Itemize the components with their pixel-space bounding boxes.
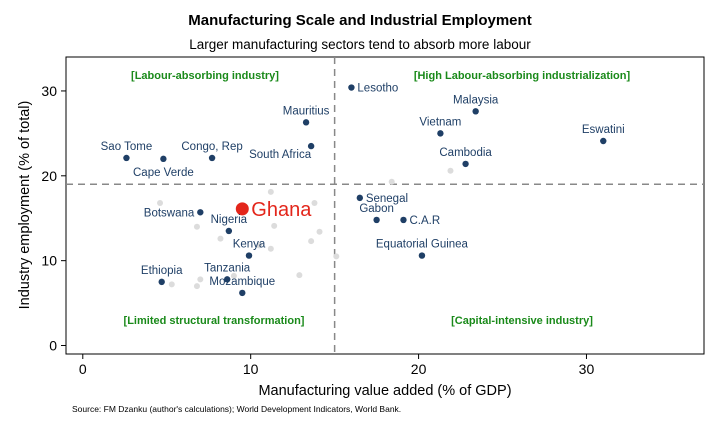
background-point	[316, 228, 323, 235]
country-point	[472, 108, 479, 115]
country-point	[348, 84, 355, 91]
background-point	[193, 223, 200, 230]
chart-subtitle: Larger manufacturing sectors tend to abs…	[189, 37, 531, 52]
country-label: Vietnam	[419, 116, 461, 128]
country-point	[239, 289, 246, 297]
country-point	[400, 216, 407, 224]
country-label: Botswana	[144, 207, 195, 219]
x-tick-label: 30	[579, 361, 595, 377]
plot-frame	[65, 56, 705, 355]
background-point	[267, 188, 274, 195]
background-point	[157, 199, 164, 206]
background-point	[197, 276, 204, 283]
y-tick-label: 20	[41, 168, 57, 184]
x-tick-label: 0	[79, 361, 87, 377]
country-label: Sao Tome	[101, 141, 153, 153]
background-point	[230, 272, 237, 279]
source-note: Source: FM Dzanku (author's calculations…	[72, 404, 402, 414]
y-tick-label: 0	[49, 338, 57, 354]
country-label: Equatorial Guinea	[376, 239, 469, 251]
country-point	[197, 209, 204, 216]
country-point	[373, 216, 380, 224]
country-label: Senegal	[366, 193, 408, 205]
background-point	[447, 167, 454, 174]
background-point	[308, 238, 315, 245]
country-point	[123, 154, 130, 162]
background-point	[311, 199, 318, 206]
country-label: Cape Verde	[133, 167, 194, 179]
x-axis-title: Manufacturing value added (% of GDP)	[258, 383, 511, 399]
quadrant-label-bottom-left: [Limited structural transformation]	[124, 315, 305, 327]
country-point	[600, 137, 607, 145]
country-label: Gabon	[359, 203, 394, 215]
country-label: Congo, Rep	[181, 141, 242, 153]
country-point	[307, 142, 315, 150]
country-point	[356, 194, 364, 202]
country-label: Mauritius	[283, 105, 330, 117]
country-point	[225, 227, 233, 235]
background-point	[388, 178, 395, 185]
country-label: Malaysia	[453, 94, 499, 106]
country-point	[437, 130, 444, 137]
background-point	[193, 283, 200, 290]
background-point	[217, 235, 224, 242]
quadrant-label-bottom-right: [Capital-intensive industry]	[451, 315, 593, 327]
country-point	[302, 119, 310, 126]
background-point	[271, 222, 278, 229]
country-label: C.A.R	[409, 215, 440, 227]
country-label: South Africa	[249, 149, 312, 161]
ghana-point	[235, 202, 249, 216]
ghana-label: Ghana	[251, 199, 312, 221]
country-point	[245, 252, 253, 259]
country-label: Eswatini	[582, 124, 625, 136]
x-tick-label: 10	[243, 361, 259, 377]
country-label: Lesotho	[357, 83, 398, 95]
quadrant-label-top-left: [Labour-absorbing industry]	[131, 70, 279, 82]
country-point	[208, 154, 216, 162]
country-label: Ethiopia	[141, 265, 183, 277]
country-label: Cambodia	[439, 147, 492, 159]
background-point	[333, 253, 340, 260]
country-label: Mozambique	[209, 276, 275, 288]
background-point	[296, 272, 303, 279]
chart-title: Manufacturing Scale and Industrial Emplo…	[188, 12, 532, 29]
country-point	[223, 276, 231, 283]
y-tick-label: 30	[41, 83, 57, 99]
country-label: Tanzania	[204, 262, 251, 274]
quadrant-label-top-right: [High Labour-absorbing industrialization…	[414, 70, 631, 82]
background-point	[267, 245, 274, 252]
background-point	[256, 242, 263, 249]
country-label: Kenya	[233, 239, 266, 251]
background-point	[168, 281, 175, 288]
country-point	[160, 155, 167, 163]
x-tick-label: 20	[411, 361, 427, 377]
y-axis-title: Industry employment (% of total)	[17, 101, 33, 310]
y-tick-label: 10	[41, 253, 57, 269]
country-point	[462, 160, 469, 168]
country-point	[418, 252, 426, 259]
country-label: Nigeria	[211, 214, 248, 226]
country-point	[158, 278, 165, 286]
